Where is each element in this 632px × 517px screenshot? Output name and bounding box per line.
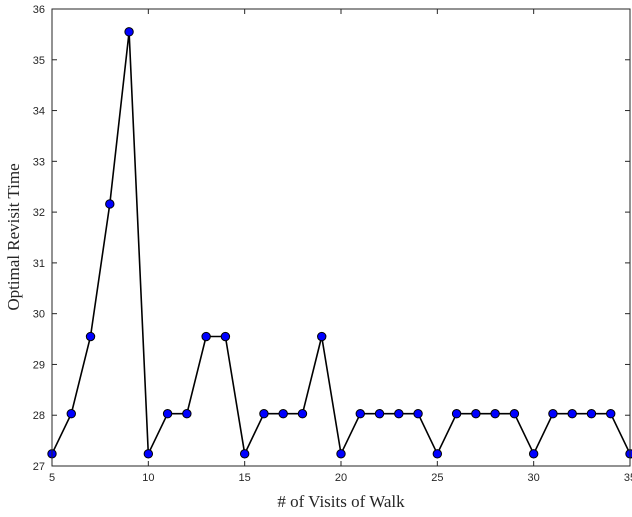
data-point (625, 449, 632, 459)
y-tick-label: 34 (33, 106, 45, 118)
y-tick-label: 28 (33, 410, 45, 422)
y-tick-label: 30 (33, 309, 45, 321)
axes-box (51, 8, 631, 467)
data-point (471, 408, 481, 419)
data-point (220, 331, 231, 342)
y-tick-label: 32 (33, 207, 45, 219)
y-tick-label: 36 (33, 4, 45, 16)
data-point (124, 27, 134, 37)
data-point (567, 408, 577, 419)
y-axis-title: Optimal Revisit Time (4, 163, 23, 310)
data-point (490, 408, 500, 419)
x-tick-label: 25 (431, 472, 443, 484)
data-point (586, 408, 597, 419)
data-point (394, 408, 404, 419)
data-point (451, 408, 462, 419)
data-point (239, 449, 250, 459)
data-point (162, 408, 173, 419)
data-point (528, 449, 539, 459)
x-tick-label: 35 (624, 472, 632, 484)
x-tick-label: 30 (528, 472, 540, 484)
y-tick-label: 29 (33, 359, 45, 371)
data-point (278, 408, 288, 419)
x-tick-label: 20 (335, 472, 347, 484)
y-tick-label: 33 (33, 156, 45, 168)
data-point (297, 408, 308, 419)
data-point (336, 449, 346, 459)
plot-area (52, 9, 630, 466)
data-point (374, 408, 385, 419)
data-point (548, 408, 558, 419)
data-point (143, 449, 154, 459)
data-point (105, 199, 115, 209)
x-tick-label: 15 (239, 472, 251, 484)
data-point (432, 449, 443, 459)
data-point (355, 408, 365, 419)
x-tick-labels: 5 10 15 20 25 30 35 (49, 472, 632, 484)
y-tick-label: 27 (33, 461, 45, 473)
y-tick-label: 31 (33, 258, 45, 270)
y-tick-label: 35 (33, 55, 45, 67)
data-point (413, 408, 423, 419)
y-tick-labels: 27 28 29 30 31 32 33 34 35 36 (33, 4, 45, 473)
data-point (201, 331, 211, 342)
data-point (259, 408, 269, 419)
data-series (47, 27, 632, 459)
x-axis-title: # of Visits of Walk (277, 492, 405, 511)
data-point (66, 408, 76, 419)
data-point (509, 408, 520, 419)
data-point (85, 331, 96, 342)
x-tick-label: 5 (49, 472, 55, 484)
x-tick-label: 10 (142, 472, 154, 484)
data-point (182, 408, 192, 419)
data-point (606, 408, 616, 419)
data-point (317, 331, 327, 342)
